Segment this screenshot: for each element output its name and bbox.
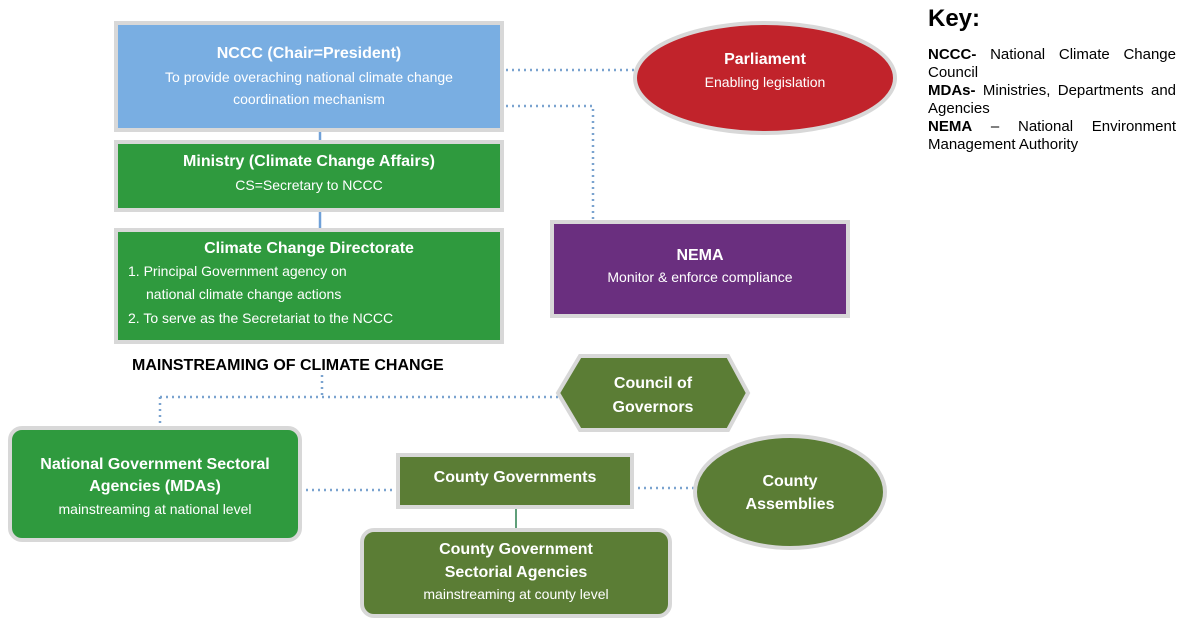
node-title: Council of (614, 375, 693, 392)
key-term: NCCC- (928, 46, 977, 63)
node-line: Enabling legislation (705, 74, 826, 90)
node-box (114, 228, 504, 344)
node-box (396, 453, 634, 509)
node-line: Assemblies (746, 496, 835, 513)
key-title: Key: (928, 5, 981, 32)
node-line: national climate change actions (146, 286, 341, 302)
node-line: CS=Secretary to NCCC (235, 177, 382, 193)
node-box (114, 21, 504, 132)
key-term: NEMA (928, 118, 973, 135)
node-title: County Governments (434, 469, 597, 486)
node-box (360, 528, 672, 618)
key-definition: – National Environment Management Author… (928, 118, 1176, 153)
node-title: Ministry (Climate Change Affairs) (183, 153, 435, 170)
node-line: mainstreaming at national level (59, 501, 252, 517)
section-heading: MAINSTREAMING OF CLIMATE CHANGE (132, 357, 444, 374)
node-title: National Government Sectoral (40, 456, 269, 473)
key-entry: MDAs- Ministries, Departments and Agenci… (928, 82, 1176, 118)
key-entry: NEMA – National Environment Management A… (928, 118, 1176, 154)
node-line: Governors (613, 399, 694, 416)
node-ellipse (633, 21, 897, 135)
diagram: NCCC (Chair=President) To provide overac… (8, 21, 897, 618)
node-box (8, 426, 302, 542)
key-definition: Ministries, Departments and Agencies (928, 82, 1176, 117)
node-hexagon (555, 354, 751, 432)
node-ellipse (693, 434, 887, 550)
node-line: mainstreaming at county level (423, 586, 608, 602)
node-line: To provide overaching national climate c… (165, 69, 453, 85)
node-line: 2. To serve as the Secretariat to the NC… (128, 310, 393, 326)
node-title: County Government (439, 541, 593, 558)
node-line: Sectorial Agencies (445, 564, 588, 581)
node-box (550, 220, 850, 318)
node-title: Climate Change Directorate (204, 240, 414, 257)
connector (500, 104, 595, 222)
node-line: coordination mechanism (233, 91, 385, 107)
node-line: 1. Principal Government agency on (128, 263, 347, 279)
connector (158, 375, 558, 428)
node-title: NEMA (676, 247, 724, 264)
node-title: County (762, 473, 817, 490)
node-box (114, 140, 504, 212)
key-definition: National Climate Change Council (928, 46, 1176, 81)
key-term: MDAs- (928, 82, 976, 99)
key: Key: NCCC- National Climate Change Counc… (928, 5, 1176, 154)
node-title: NCCC (Chair=President) (217, 45, 401, 62)
key-entry: NCCC- National Climate Change Council (928, 46, 1176, 82)
node-line: Agencies (MDAs) (89, 478, 221, 495)
node-line: Monitor & enforce compliance (607, 269, 792, 285)
node-title: Parliament (724, 51, 806, 68)
